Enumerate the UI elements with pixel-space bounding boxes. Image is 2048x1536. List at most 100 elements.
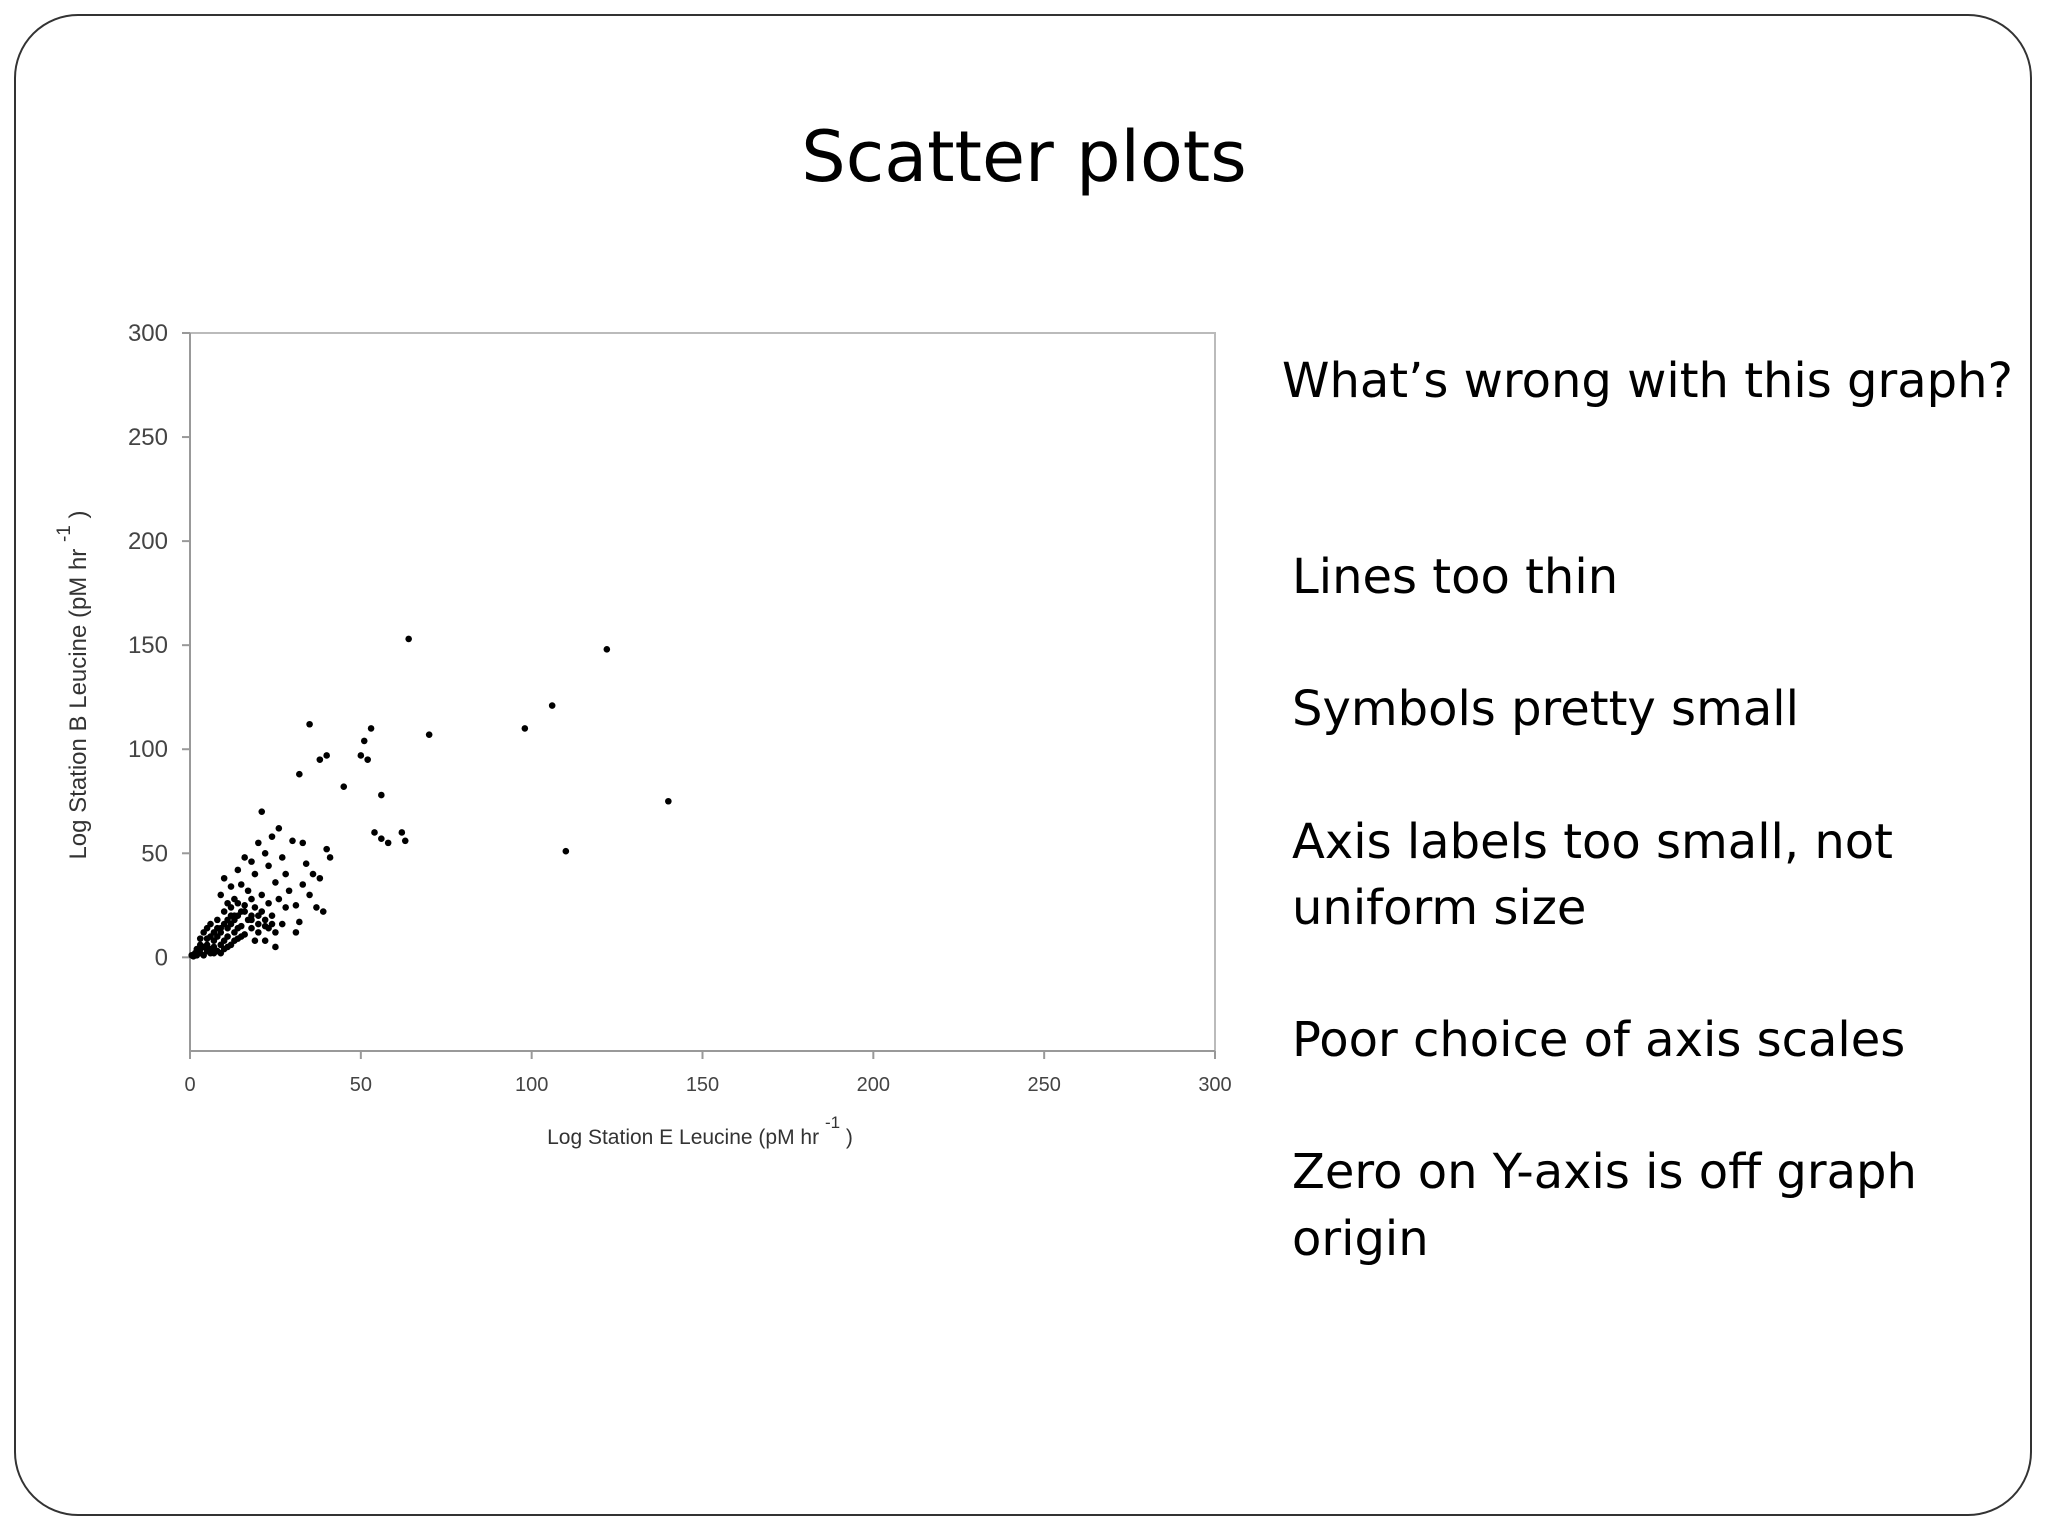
- plot-frame: [189, 332, 1216, 1052]
- data-point: [220, 920, 228, 928]
- question-text: What’s wrong with this graph?: [1282, 353, 2014, 409]
- data-point: [323, 845, 330, 853]
- y-tick-label: 300: [128, 320, 168, 347]
- data-point: [665, 797, 672, 805]
- critique-item: Poor choice of axis scales: [1292, 1012, 1906, 1069]
- data-point: [210, 949, 218, 957]
- data-point: [196, 935, 204, 942]
- data-point: [398, 829, 406, 836]
- x-tick-label: 250: [1027, 1074, 1060, 1096]
- data-point: [224, 933, 231, 940]
- data-point: [255, 839, 262, 847]
- data-point: [275, 895, 283, 903]
- data-point: [384, 839, 392, 847]
- data-point: [203, 935, 211, 942]
- data-point: [272, 929, 279, 936]
- data-point: [306, 891, 313, 899]
- data-point: [316, 756, 324, 763]
- data-point: [603, 646, 611, 653]
- data-point: [241, 908, 248, 915]
- data-point: [231, 937, 238, 944]
- data-point: [214, 924, 221, 932]
- data-point: [241, 902, 248, 909]
- data-point: [248, 924, 255, 932]
- data-point: [289, 837, 296, 845]
- critique-list: Lines too thin Symbols pretty small Axis…: [1282, 544, 2022, 1272]
- data-point: [292, 929, 300, 936]
- critique-item: Symbols pretty small: [1292, 681, 1799, 738]
- data-point: [378, 835, 385, 843]
- data-point: [265, 899, 272, 907]
- data-point: [258, 808, 266, 815]
- data-point: [357, 752, 365, 759]
- y-tick-label: 0: [155, 944, 168, 971]
- x-tick-label: 100: [515, 1074, 548, 1096]
- y-tick-label: 150: [128, 632, 168, 659]
- data-point: [313, 904, 320, 911]
- data-point: [268, 920, 276, 928]
- data-point: [217, 891, 225, 899]
- data-point: [251, 870, 259, 878]
- data-point: [309, 870, 317, 878]
- data-point: [282, 904, 289, 911]
- data-point: [302, 860, 310, 867]
- data-point: [548, 702, 556, 709]
- data-point: [261, 937, 269, 944]
- data-point: [258, 891, 266, 899]
- slide-title: Scatter plots: [801, 116, 1247, 198]
- data-point: [272, 879, 279, 886]
- x-tick-label: 300: [1198, 1074, 1231, 1096]
- data-point: [237, 881, 245, 888]
- y-tick-label: 200: [128, 528, 168, 555]
- data-point: [234, 924, 242, 932]
- data-point: [207, 920, 214, 928]
- data-point: [241, 854, 248, 861]
- data-point: [323, 752, 330, 759]
- data-point: [234, 866, 242, 874]
- y-tick-label: 50: [141, 840, 168, 867]
- data-point: [401, 837, 409, 845]
- data-point: [340, 783, 348, 790]
- data-point: [292, 902, 300, 909]
- critique-item: Zero on Y-axis is off graph origin: [1292, 1144, 1917, 1267]
- data-point: [299, 881, 307, 888]
- x-tick-label: 200: [857, 1074, 890, 1096]
- critique-item: Lines too thin: [1292, 549, 1619, 606]
- data-point: [278, 920, 286, 928]
- y-tick-label: 100: [128, 736, 168, 763]
- x-tick-label: 50: [350, 1074, 372, 1096]
- data-point: [296, 770, 303, 778]
- data-point: [261, 849, 269, 857]
- data-point: [268, 833, 276, 840]
- data-point: [268, 912, 276, 920]
- x-axis-label: Log Station E Leucine (pM hr -1 ): [547, 1113, 853, 1149]
- data-point: [405, 635, 412, 643]
- sidebar: What’s wrong with this graph? Lines too …: [1282, 348, 2022, 1338]
- data-point: [285, 887, 293, 895]
- data-point: [275, 825, 283, 832]
- y-axis-label: Log Station B Leucine (pM hr -1 ): [54, 510, 92, 859]
- x-tick-label: 0: [184, 1074, 195, 1096]
- data-point: [378, 791, 385, 799]
- scatter-chart: 0 50 100 150 200 250 300 0 50 100 150 200 250 300 Log …: [54, 320, 1232, 1149]
- data-point: [521, 725, 529, 732]
- critique-item: Axis labels too small, not uniform size: [1292, 813, 1893, 936]
- data-point: [282, 870, 289, 878]
- data-point: [220, 908, 228, 915]
- data-point: [251, 937, 259, 944]
- data-point: [224, 943, 231, 951]
- data-point: [265, 862, 272, 870]
- data-point: [371, 829, 378, 836]
- slide-frame: [14, 14, 2032, 1516]
- data-point: [562, 847, 570, 855]
- data-point: [237, 933, 245, 940]
- data-point: [306, 720, 313, 728]
- data-point: [227, 912, 235, 920]
- data-point: [316, 874, 324, 882]
- data-point: [255, 920, 262, 928]
- data-point: [251, 904, 259, 911]
- x-tick-label: 150: [686, 1074, 719, 1096]
- data-point: [214, 916, 221, 924]
- data-point: [360, 737, 368, 745]
- data-point: [367, 725, 375, 732]
